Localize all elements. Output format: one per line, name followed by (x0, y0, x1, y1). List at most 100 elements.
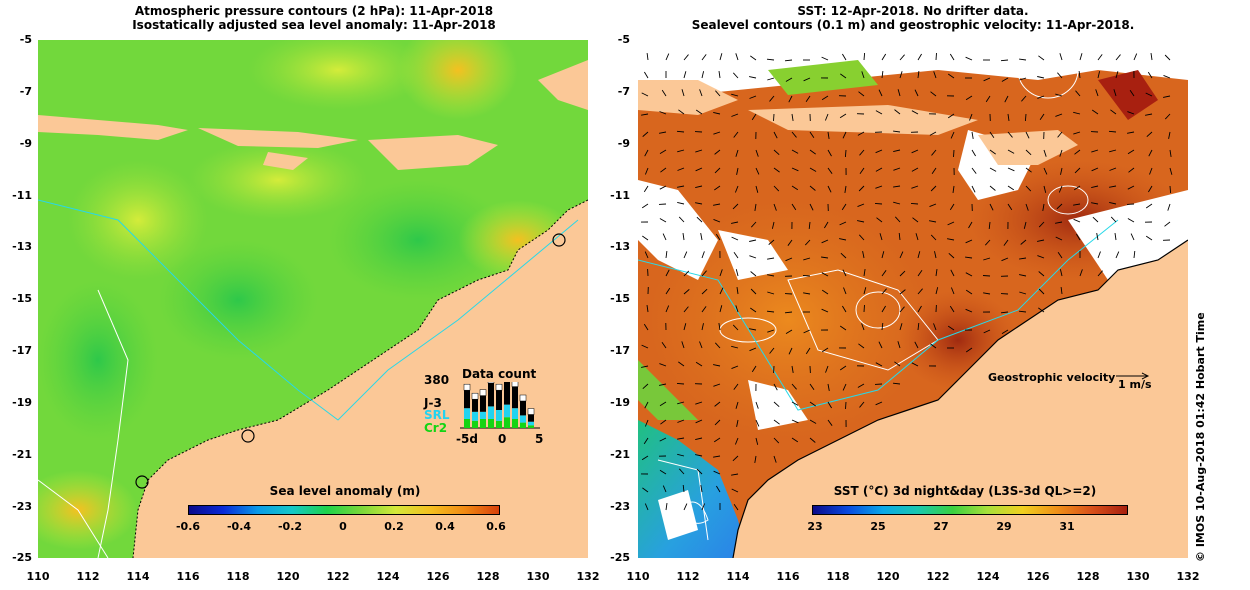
left-x-tick: 128 (476, 570, 500, 583)
australia-landmass (733, 240, 1188, 558)
left-y-tick: -25 (12, 551, 32, 564)
data-count-axis-zero: 0 (498, 432, 507, 446)
velocity-legend-label: Geostrophic velocity (988, 371, 1116, 384)
right-y-tick: -13 (610, 240, 630, 253)
java-island (638, 80, 738, 115)
right-x-tick: 112 (676, 570, 700, 583)
velocity-scale-label: 1 m/s (1118, 378, 1152, 391)
bathymetry-contour (638, 219, 1119, 411)
data-count-axis-max: 5 (535, 432, 544, 446)
right-y-tick: -7 (617, 85, 630, 98)
right-cb-tick: 25 (870, 520, 886, 533)
pressure-contour (97, 289, 129, 558)
left-title-2: Isostatically adjusted sea level anomaly… (132, 18, 496, 32)
left-map (38, 40, 588, 558)
tide-gauge-marker (552, 233, 566, 247)
timor-island (368, 135, 498, 170)
left-x-tick: 114 (126, 570, 150, 583)
left-y-tick: -15 (12, 292, 32, 305)
left-y-tick: -9 (19, 137, 32, 150)
data-count-bars (460, 382, 540, 429)
right-x-tick: 130 (1126, 570, 1150, 583)
right-colorbar (812, 505, 1128, 515)
imos-credit: © IMOS 10-Aug-2018 01:42 Hobart Time (1194, 312, 1207, 562)
right-x-tick: 116 (776, 570, 800, 583)
data-count-sat-srl: SRL (424, 408, 450, 422)
right-title-1: SST: 12-Apr-2018. No drifter data. (797, 4, 1029, 18)
left-x-tick: 122 (326, 570, 350, 583)
left-y-tick: -21 (12, 448, 32, 461)
left-y-tick: -13 (12, 240, 32, 253)
left-y-tick: -19 (12, 396, 32, 409)
right-y-tick: -11 (610, 189, 630, 202)
left-title-1: Atmospheric pressure contours (2 hPa): 1… (134, 4, 494, 18)
left-cb-tick: -0.2 (277, 520, 303, 533)
right-cb-tick: 29 (996, 520, 1012, 533)
right-y-tick: -23 (610, 500, 630, 513)
right-title-2: Sealevel contours (0.1 m) and geostrophi… (691, 18, 1135, 32)
right-y-tick: -15 (610, 292, 630, 305)
left-x-tick: 120 (276, 570, 300, 583)
velocity-arrows (640, 52, 1173, 511)
right-x-tick: 110 (626, 570, 650, 583)
left-cb-tick: 0.6 (486, 520, 506, 533)
right-map (638, 40, 1188, 558)
left-cb-tick: 0 (339, 520, 347, 533)
bathymetry-contour (38, 199, 579, 421)
left-colorbar (188, 505, 500, 515)
left-cb-tick: 0.2 (384, 520, 404, 533)
left-y-tick: -23 (12, 500, 32, 513)
left-x-tick: 130 (526, 570, 550, 583)
left-x-tick: 132 (576, 570, 600, 583)
right-cb-tick: 27 (933, 520, 949, 533)
sealevel-contour (1017, 41, 1079, 99)
coastline (732, 239, 1188, 558)
nusa-tenggara-islands (198, 128, 358, 148)
nusa-tenggara-islands (748, 105, 978, 135)
left-x-tick: 116 (176, 570, 200, 583)
tide-gauge-marker (135, 475, 149, 489)
right-y-tick: -5 (617, 33, 630, 46)
left-cb-tick: -0.6 (175, 520, 201, 533)
left-x-tick: 110 (26, 570, 50, 583)
timor-island (978, 130, 1078, 165)
right-y-tick: -9 (617, 137, 630, 150)
sealevel-contour (1047, 185, 1089, 215)
right-y-tick: -25 (610, 551, 630, 564)
left-cb-tick: 0.4 (435, 520, 455, 533)
coastline-dotted (132, 199, 588, 558)
right-x-tick: 124 (976, 570, 1000, 583)
left-y-tick: -17 (12, 344, 32, 357)
right-x-tick: 118 (826, 570, 850, 583)
right-x-tick: 126 (1026, 570, 1050, 583)
right-x-tick: 132 (1176, 570, 1200, 583)
right-y-tick: -21 (610, 448, 630, 461)
right-x-tick: 120 (876, 570, 900, 583)
left-x-tick: 112 (76, 570, 100, 583)
left-x-tick: 124 (376, 570, 400, 583)
right-y-tick: -19 (610, 396, 630, 409)
left-y-tick: -11 (12, 189, 32, 202)
no-data-region (638, 40, 1188, 100)
right-x-tick: 128 (1076, 570, 1100, 583)
left-colorbar-label: Sea level anomaly (m) (269, 484, 421, 498)
right-x-tick: 114 (726, 570, 750, 583)
data-count-max: 380 (424, 373, 450, 387)
left-x-tick: 126 (426, 570, 450, 583)
right-x-tick: 122 (926, 570, 950, 583)
left-y-tick: -5 (19, 33, 32, 46)
sealevel-contour (855, 291, 901, 329)
data-count-title: Data count (462, 367, 537, 381)
data-count-axis-min: -5d (456, 432, 478, 446)
left-y-tick: -7 (19, 85, 32, 98)
data-count-sat-cr2: Cr2 (424, 421, 448, 435)
tide-gauge-marker (241, 429, 255, 443)
right-colorbar-label: SST (°C) 3d night&day (L3S-3d QL>=2) (833, 484, 1097, 498)
data-count-sat-j3: J-3 (424, 396, 442, 410)
right-y-tick: -17 (610, 344, 630, 357)
java-island (38, 115, 188, 140)
left-cb-tick: -0.4 (226, 520, 252, 533)
australia-landmass (133, 200, 588, 558)
velocity-scale-arrow (1116, 372, 1150, 380)
right-cb-tick: 23 (807, 520, 823, 533)
